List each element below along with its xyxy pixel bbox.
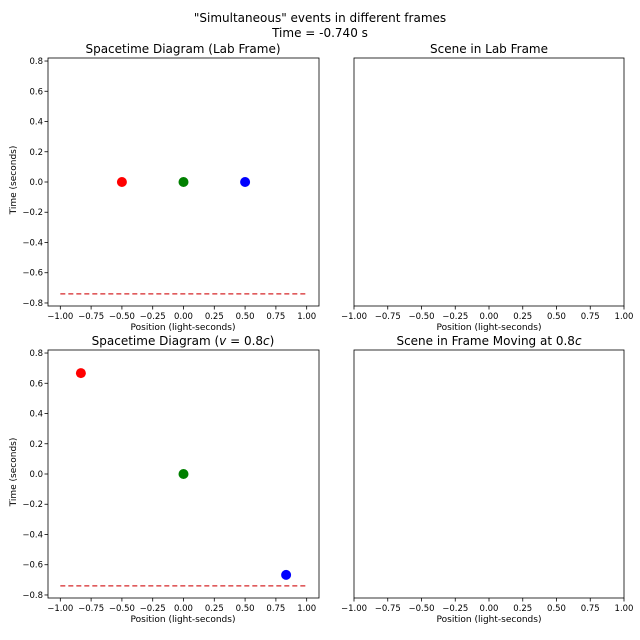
panel-scene-moving: Scene in Frame Moving at 0.8c Position (… — [341, 334, 634, 625]
x-tick-label: 0.00 — [480, 604, 499, 614]
x-tick-label: 1.00 — [297, 604, 316, 614]
x-tick-label: −0.75 — [78, 312, 104, 322]
x-tick-label: 0.50 — [547, 604, 566, 614]
y-tick-label: 0.2 — [29, 148, 43, 158]
x-tick-label: 1.00 — [297, 312, 316, 322]
y-tick-label: 0.0 — [29, 178, 43, 188]
y-tick-label: 0.8 — [29, 349, 43, 359]
y-tick-label: 0.4 — [29, 410, 43, 420]
figure-suptitle-line2: Time = -0.740 s — [271, 26, 368, 40]
x-tick-label: 0.75 — [266, 604, 285, 614]
y-tick-label: 0.6 — [29, 379, 43, 389]
x-tick-label: −0.75 — [375, 312, 401, 322]
y-tick-label: 0.4 — [29, 118, 43, 128]
x-tick-label: −0.75 — [375, 604, 401, 614]
y-tick-label: 0.6 — [29, 87, 43, 97]
x-tick-label: 0.25 — [513, 312, 532, 322]
x-tick-label: 0.00 — [174, 312, 193, 322]
y-axis-label: Time (seconds) — [9, 438, 19, 508]
y-tick-label: 0.8 — [29, 57, 43, 67]
axes-frame — [353, 349, 625, 599]
y-tick-label: −0.6 — [22, 561, 43, 571]
event-point — [178, 177, 189, 187]
panel-title: Scene in Frame Moving at 0.8c — [396, 334, 581, 348]
x-tick-label: −0.50 — [109, 604, 135, 614]
y-tick-label: −0.8 — [22, 591, 43, 601]
x-tick-label: −0.25 — [442, 604, 468, 614]
event-point — [281, 569, 292, 580]
x-tick-label: −0.25 — [442, 312, 468, 322]
panel-spacetime-lab: Spacetime Diagram (Lab Frame) Position (… — [9, 42, 320, 333]
x-tick-label: −0.25 — [140, 312, 166, 322]
panel-title: Scene in Lab Frame — [430, 42, 548, 56]
x-tick-label: −1.00 — [341, 312, 367, 322]
x-tick-label: 0.75 — [581, 604, 600, 614]
title-part: ) — [270, 334, 275, 348]
panel-spacetime-moving: Spacetime Diagram (v = 0.8c) Position (l… — [9, 334, 320, 625]
x-tick-label: 0.75 — [581, 312, 600, 322]
event-point — [75, 368, 86, 379]
panel-title: Spacetime Diagram (v = 0.8c) — [92, 334, 275, 348]
event-point — [116, 177, 127, 187]
y-tick-label: −0.4 — [22, 530, 43, 540]
y-axis-label: Time (seconds) — [9, 146, 19, 216]
x-axis-label: Position (light-seconds) — [437, 323, 542, 333]
y-tick-label: −0.8 — [22, 299, 43, 309]
axes-frame — [353, 57, 625, 307]
x-tick-label: 0.25 — [205, 604, 224, 614]
x-axis-label: Position (light-seconds) — [437, 615, 542, 625]
title-part: Scene in Frame Moving at 0.8 — [396, 334, 574, 348]
x-tick-label: 0.00 — [480, 312, 499, 322]
panel-scene-lab: Scene in Lab Frame Position (light-secon… — [341, 42, 634, 333]
y-tick-label: 0.2 — [29, 440, 43, 450]
title-math: c — [575, 334, 582, 348]
panel-title: Spacetime Diagram (Lab Frame) — [85, 42, 280, 56]
x-tick-label: −0.75 — [78, 604, 104, 614]
x-tick-label: −1.00 — [47, 312, 73, 322]
figure-suptitle-line1: "Simultaneous" events in different frame… — [194, 11, 446, 25]
x-tick-label: −0.50 — [408, 604, 434, 614]
x-tick-label: 0.50 — [236, 604, 255, 614]
x-tick-label: 0.50 — [547, 312, 566, 322]
x-axis-label: Position (light-seconds) — [131, 615, 236, 625]
x-tick-label: 0.25 — [513, 604, 532, 614]
x-tick-label: 0.50 — [236, 312, 255, 322]
x-tick-label: −0.50 — [408, 312, 434, 322]
event-point — [240, 177, 251, 187]
y-tick-label: −0.6 — [22, 269, 43, 279]
x-tick-label: −0.50 — [109, 312, 135, 322]
x-tick-label: 0.75 — [266, 312, 285, 322]
x-tick-label: 1.00 — [615, 604, 634, 614]
x-tick-label: 0.25 — [205, 312, 224, 322]
x-tick-label: 1.00 — [615, 312, 634, 322]
x-tick-label: −1.00 — [341, 604, 367, 614]
title-math: v — [219, 334, 227, 348]
y-tick-label: −0.2 — [22, 500, 43, 510]
x-tick-label: 0.00 — [174, 604, 193, 614]
event-point — [178, 469, 189, 479]
x-axis-label: Position (light-seconds) — [131, 323, 236, 333]
y-tick-label: −0.2 — [22, 208, 43, 218]
y-tick-label: 0.0 — [29, 470, 43, 480]
title-math: c — [263, 334, 270, 348]
y-tick-label: −0.4 — [22, 238, 43, 248]
x-tick-label: −0.25 — [140, 604, 166, 614]
x-tick-label: −1.00 — [47, 604, 73, 614]
title-part: = 0.8 — [226, 334, 263, 348]
title-part: Spacetime Diagram ( — [92, 334, 220, 348]
